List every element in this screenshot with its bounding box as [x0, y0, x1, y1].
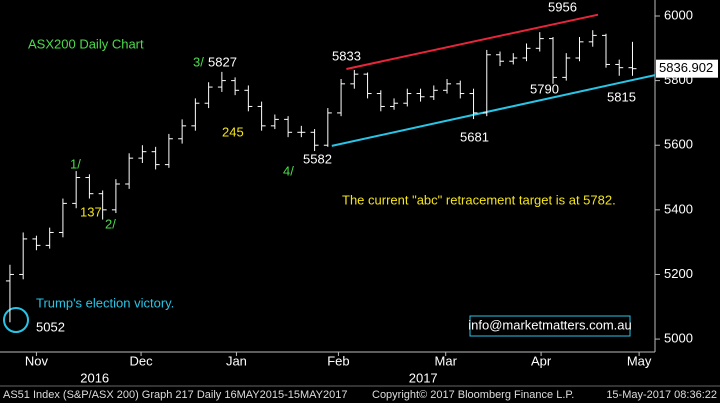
- highlight-circle: [3, 307, 29, 333]
- annotation: 245: [222, 124, 244, 139]
- y-tick-label: 5600: [664, 137, 693, 152]
- annotation: 5790: [530, 81, 559, 96]
- x-tick-label: Jan: [226, 353, 247, 368]
- trend-line: [346, 13, 599, 70]
- footer-right: 15-May-2017 08:36:22: [606, 389, 717, 401]
- annotation: 3/: [193, 54, 204, 69]
- watermark-box: [469, 315, 631, 337]
- annotation: 5827: [208, 54, 237, 69]
- annotation: 4/: [283, 163, 294, 178]
- annotation: 5582: [303, 151, 332, 166]
- footer-left: AS51 Index (S&P/ASX 200) Graph 217 Daily…: [3, 389, 347, 401]
- y-tick-label: 6000: [664, 7, 693, 22]
- x-tick-label: Dec: [130, 353, 154, 368]
- annotation: 5681: [460, 129, 489, 144]
- footer-middle: Copyright© 2017 Bloomberg Finance L.P.: [372, 389, 574, 401]
- annotation: 5833: [332, 48, 361, 63]
- x-tick-label: Apr: [531, 353, 552, 368]
- x-tick-label: Mar: [435, 353, 458, 368]
- y-tick-label: 5000: [664, 331, 693, 346]
- last-price-label: 5836.902: [659, 60, 713, 75]
- annotation: 1/: [70, 156, 81, 171]
- annotation: The current "abc" retracement target is …: [342, 192, 616, 207]
- x-year-label: 2016: [80, 370, 109, 385]
- y-tick-label: 5200: [664, 266, 693, 281]
- y-tick-label: 5400: [664, 201, 693, 216]
- annotation: Trump's election victory.: [36, 295, 174, 310]
- x-tick-label: Feb: [327, 353, 349, 368]
- annotation: 2/: [105, 216, 116, 231]
- x-tick-label: May: [627, 353, 652, 368]
- annotation: 5815: [607, 89, 636, 104]
- last-price-box: [656, 59, 718, 78]
- x-year-label: 2017: [409, 370, 438, 385]
- chart-title: ASX200 Daily Chart: [28, 36, 144, 51]
- annotation: 5052: [36, 319, 65, 334]
- trend-line: [331, 74, 656, 147]
- annotation: 5956: [548, 0, 577, 14]
- x-tick-label: Nov: [25, 353, 49, 368]
- annotation: 137: [80, 204, 102, 219]
- watermark: info@marketmatters.com.au: [468, 317, 631, 332]
